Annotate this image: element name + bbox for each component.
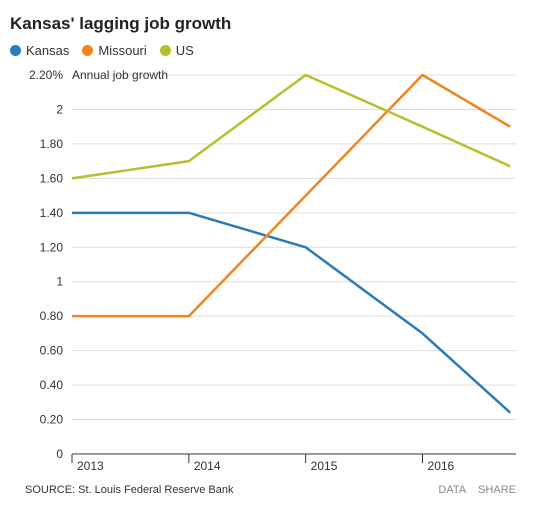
chart-actions: DATA SHARE	[426, 484, 516, 496]
legend-label-kansas: Kansas	[26, 43, 70, 58]
data-link[interactable]: DATA	[438, 484, 467, 496]
share-link[interactable]: SHARE	[478, 484, 516, 496]
legend-swatch-us	[159, 45, 171, 56]
chart-legend: Kansas Missouri US	[10, 43, 207, 58]
series-line-us	[71, 73, 511, 180]
x-tick-label: 2016	[428, 459, 455, 473]
y-tick-label: 0.20	[40, 413, 64, 427]
legend-item-kansas: Kansas	[10, 43, 69, 58]
legend-swatch-kansas	[10, 45, 21, 56]
y-tick-label: 2	[56, 102, 63, 116]
chart-title: Kansas' lagging job growth	[10, 14, 232, 33]
y-tick-label: 1.60	[40, 171, 64, 185]
legend-label-missouri: Missouri	[98, 43, 147, 58]
series-line-missouri	[72, 73, 511, 318]
legend-label-us: US	[175, 43, 194, 58]
y-tick-label: 0	[56, 447, 63, 461]
source-note: SOURCE: St. Louis Federal Reserve Bank	[25, 484, 234, 496]
legend-item-missouri: Missouri	[82, 43, 147, 58]
x-tick-label: 2014	[194, 459, 221, 473]
y-tick-label: 1.40	[40, 206, 64, 220]
x-tick-label: 2015	[311, 459, 338, 473]
y-tick-label: 1	[56, 275, 63, 289]
y-tick-label: 0.80	[40, 309, 64, 323]
x-tick-label: 2013	[77, 459, 104, 473]
y-tick-label: 0.40	[40, 378, 64, 392]
legend-item-us: US	[159, 43, 194, 58]
series-line-kansas	[72, 211, 511, 414]
y-tick-label: 0.60	[40, 344, 64, 358]
y-axis-title: Annual job growth	[72, 68, 168, 82]
y-tick-label: 2.20%	[29, 68, 63, 82]
y-tick-label: 1.20	[40, 240, 64, 254]
legend-swatch-missouri	[82, 45, 94, 56]
y-tick-label: 1.80	[40, 137, 64, 151]
